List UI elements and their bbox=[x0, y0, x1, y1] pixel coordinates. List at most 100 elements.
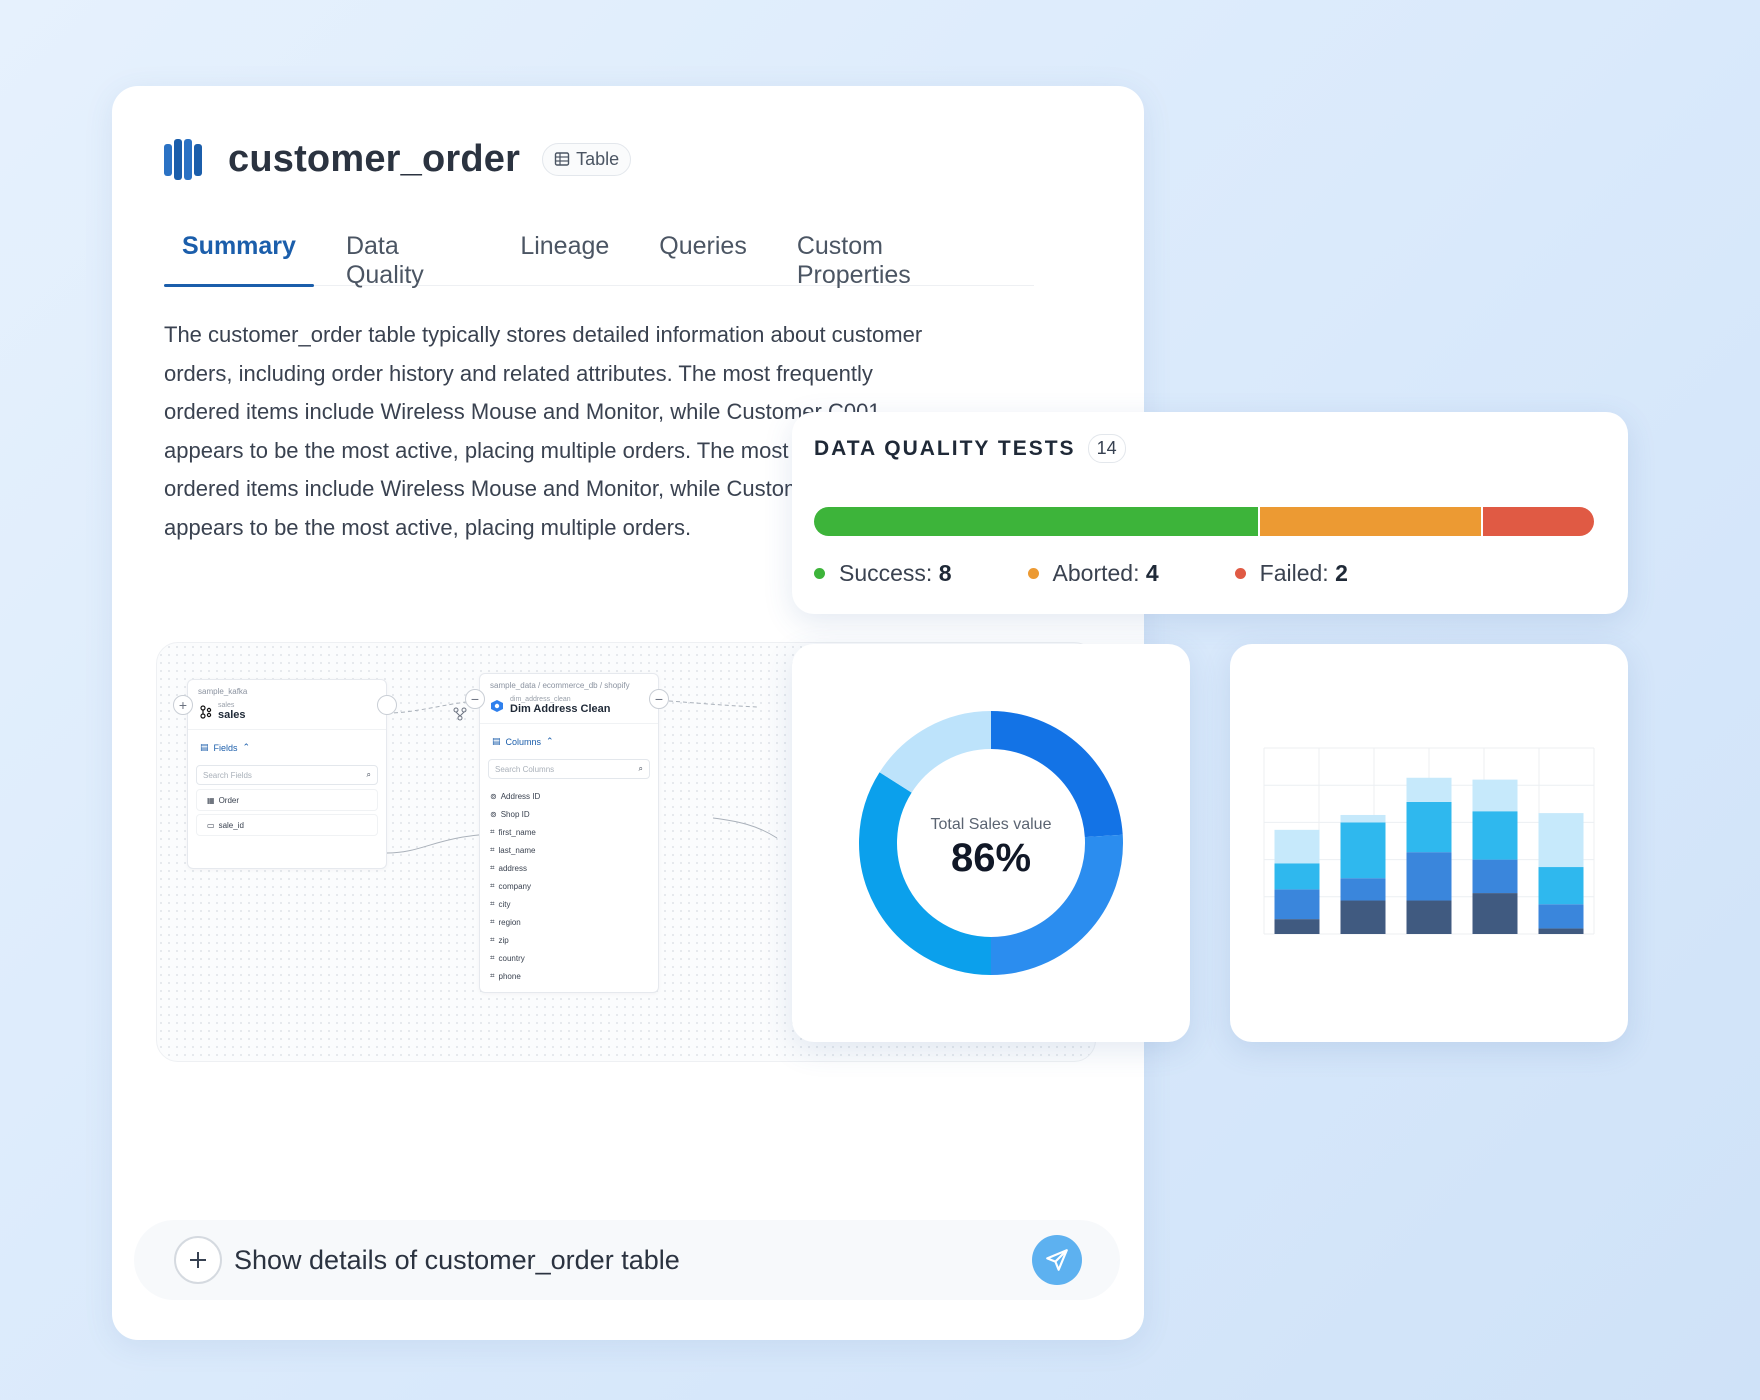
column-name: company bbox=[498, 881, 531, 891]
columns-toggle[interactable]: ▤ Columns ⌃ bbox=[480, 724, 658, 755]
tab-summary[interactable]: Summary bbox=[164, 224, 314, 287]
legend-aborted-label: Aborted: bbox=[1052, 560, 1140, 586]
search-columns-input[interactable]: Search Columns ⌕ bbox=[488, 759, 650, 779]
legend-success-text: Success: 8 bbox=[839, 560, 952, 587]
column-type-icon: ⌗ bbox=[490, 863, 495, 872]
column-item[interactable]: ⌗ address bbox=[480, 859, 658, 877]
node-name: sales bbox=[218, 709, 246, 721]
column-list: ⊚ Address ID ⊚ Shop ID ⌗ first_name ⌗ last_n… bbox=[480, 783, 658, 985]
data-quality-card: DATA QUALITY TESTS 14 Success: 8 Aborted… bbox=[792, 412, 1628, 614]
table-node-icon bbox=[491, 699, 503, 712]
column-item[interactable]: ⊚ Address ID bbox=[480, 787, 658, 805]
edge-connector-icon[interactable] bbox=[453, 707, 467, 721]
column-type-icon: ⌗ bbox=[490, 827, 495, 836]
donut-slice-3 bbox=[879, 711, 992, 794]
node-breadcrumb: sample_kafka bbox=[198, 687, 248, 696]
key-icon: ⊚ bbox=[490, 791, 497, 801]
kafka-icon bbox=[200, 704, 212, 719]
column-item[interactable]: ⌗ company bbox=[480, 877, 658, 895]
search-fields-placeholder: Search Fields bbox=[203, 770, 252, 780]
column-name: phone bbox=[498, 971, 521, 981]
page-header: customer_order Table bbox=[164, 136, 632, 182]
column-type-icon: ⌗ bbox=[490, 953, 495, 962]
field-item[interactable]: ▭ sale_id bbox=[197, 815, 377, 835]
tab-queries[interactable]: Queries bbox=[659, 232, 747, 260]
column-item[interactable]: ⌗ city bbox=[480, 895, 658, 913]
collapse-upstream-button[interactable]: − bbox=[465, 689, 485, 709]
bar-segment-3-0 bbox=[1472, 893, 1518, 934]
chat-input[interactable]: Show details of customer_order table bbox=[234, 1244, 680, 1275]
column-name: address bbox=[498, 863, 527, 873]
node-subtitle: dim_address_clean bbox=[510, 696, 571, 703]
success-dot-icon bbox=[814, 568, 825, 579]
bar-segment-3-2 bbox=[1472, 811, 1518, 860]
donut-chart-card: Total Sales value 86% bbox=[792, 644, 1190, 1042]
collapse-downstream-handle[interactable] bbox=[377, 695, 397, 715]
bar-segment-0-2 bbox=[1274, 863, 1320, 890]
node-name: Dim Address Clean bbox=[510, 703, 611, 715]
field-list: ▦ Order bbox=[196, 789, 378, 811]
bar-segment-1-3 bbox=[1340, 814, 1386, 823]
chevron-up-icon: ⌃ bbox=[546, 736, 554, 746]
tab-data-quality[interactable]: Data Quality bbox=[345, 232, 424, 289]
legend-success-value: 8 bbox=[938, 560, 952, 586]
failed-dot-icon bbox=[1234, 568, 1246, 579]
column-item[interactable]: ⊚ Shop ID bbox=[480, 805, 658, 823]
columns-icon: ▤ bbox=[492, 736, 501, 746]
legend-failed-text: Failed: 2 bbox=[1260, 560, 1348, 587]
aborted-dot-icon bbox=[1027, 568, 1039, 579]
search-icon: ⌕ bbox=[638, 764, 643, 773]
column-type-icon: ⌗ bbox=[490, 935, 495, 944]
fields-toggle[interactable]: ▤ Fields ⌃ bbox=[188, 730, 386, 761]
donut-label: Total Sales value bbox=[930, 816, 1052, 833]
type-badge: Table bbox=[542, 142, 632, 176]
expand-upstream-button[interactable]: + bbox=[173, 695, 193, 715]
legend-failed-value: 2 bbox=[1335, 560, 1348, 586]
column-item[interactable]: ⌗ last_name bbox=[480, 841, 658, 859]
column-type-icon: ⌗ bbox=[490, 971, 495, 980]
donut-slice-1 bbox=[990, 834, 1123, 975]
field-item[interactable]: ▦ Order bbox=[197, 790, 377, 810]
bar-segment-4-0 bbox=[1538, 928, 1584, 934]
bar-segment-3-1 bbox=[1472, 859, 1518, 894]
column-name: last_name bbox=[498, 845, 536, 855]
column-type-icon: ⌗ bbox=[490, 881, 495, 890]
donut-value: 86% bbox=[950, 836, 1032, 880]
stacked-bar-chart bbox=[1263, 747, 1595, 935]
lineage-node-target[interactable]: sample_data / ecommerce_db / shopify dim… bbox=[479, 673, 659, 993]
bar-segment-2-0 bbox=[1406, 900, 1452, 934]
bar-segment-2-2 bbox=[1406, 801, 1452, 853]
search-fields-input[interactable]: Search Fields ⌕ bbox=[196, 765, 378, 785]
donut-chart bbox=[859, 711, 1123, 975]
send-button[interactable] bbox=[1032, 1235, 1082, 1285]
donut-slice-2 bbox=[859, 772, 992, 975]
column-item[interactable]: ⌗ phone bbox=[480, 967, 658, 985]
tab-lineage[interactable]: Lineage bbox=[520, 232, 610, 260]
column-name: region bbox=[498, 917, 521, 927]
bar-segment-1-0 bbox=[1340, 900, 1386, 934]
chevron-up-icon: ⌃ bbox=[242, 742, 251, 752]
column-item[interactable]: ⌗ zip bbox=[480, 931, 658, 949]
field-list: ▭ sale_id bbox=[196, 814, 378, 836]
bar-segment-3-3 bbox=[1472, 779, 1518, 812]
data-quality-count-badge: 14 bbox=[1087, 434, 1126, 463]
add-attachment-button[interactable] bbox=[174, 1236, 222, 1284]
column-name: zip bbox=[498, 935, 509, 945]
column-type-icon: ⌗ bbox=[490, 845, 495, 854]
tab-custom-properties[interactable]: Custom Properties bbox=[796, 232, 911, 289]
search-icon: ⌕ bbox=[366, 770, 371, 779]
search-columns-placeholder: Search Columns bbox=[495, 764, 555, 774]
lineage-node-source[interactable]: sample_kafka sales sales ▤ Fields ⌃ bbox=[187, 679, 387, 869]
send-icon bbox=[1046, 1249, 1068, 1271]
legend-aborted-text: Aborted: 4 bbox=[1053, 560, 1159, 587]
column-name: Shop ID bbox=[500, 809, 530, 819]
column-item[interactable]: ⌗ region bbox=[480, 913, 658, 931]
collapse-downstream-button[interactable]: − bbox=[649, 689, 669, 709]
bar-segment-0-0 bbox=[1274, 919, 1320, 934]
column-name: first_name bbox=[498, 827, 536, 837]
column-name: country bbox=[498, 953, 525, 963]
progress-segment-failed bbox=[1482, 507, 1594, 536]
type-badge-label: Table bbox=[576, 148, 620, 169]
column-item[interactable]: ⌗ country bbox=[480, 949, 658, 967]
column-item[interactable]: ⌗ first_name bbox=[480, 823, 658, 841]
